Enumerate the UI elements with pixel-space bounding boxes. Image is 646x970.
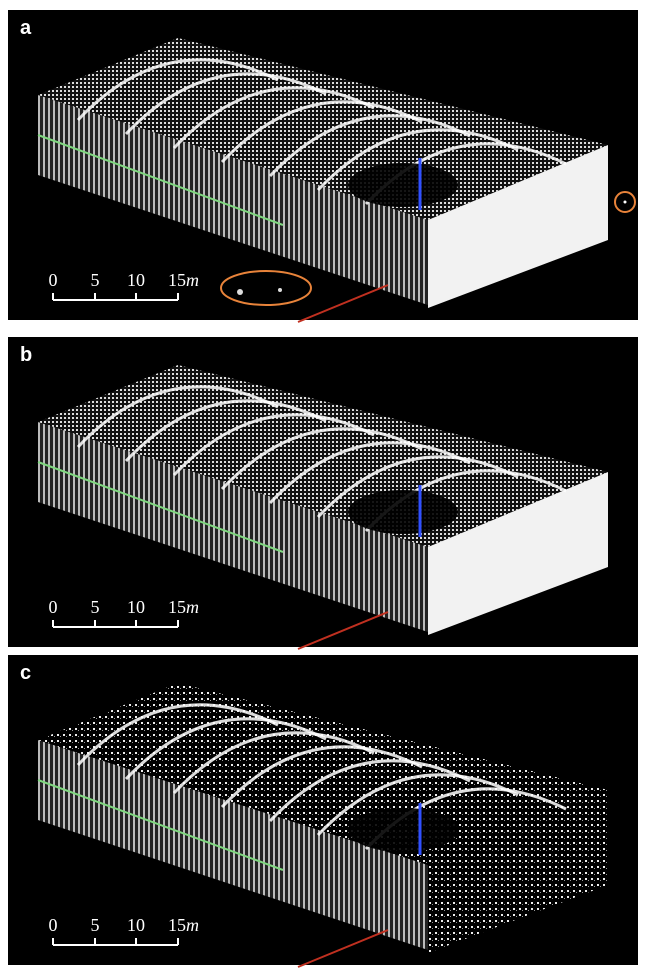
scale-label: 0 [49, 270, 58, 290]
scale-label: 5 [91, 270, 100, 290]
opening [348, 808, 458, 852]
panel: a 0 5 10 15m [8, 10, 638, 322]
panel: b 0 5 10 15m [8, 337, 638, 649]
panel-label: a [20, 17, 32, 39]
scale-label: 5 [91, 915, 100, 935]
scale-label: 15m [168, 270, 199, 290]
scale-label: 15m [168, 915, 199, 935]
scale-label: 0 [49, 597, 58, 617]
scale-label: 10 [127, 915, 145, 935]
panel-label: b [20, 344, 32, 366]
scale-label: 0 [49, 915, 58, 935]
outlier-point [237, 289, 243, 295]
scale-number: 15 [168, 915, 186, 935]
outlier-point [278, 288, 282, 292]
scale-number: 15 [168, 597, 186, 617]
scale-number: 15 [168, 270, 186, 290]
outlier-point [624, 201, 627, 204]
scale-label: 10 [127, 270, 145, 290]
scale-label: 10 [127, 597, 145, 617]
panel: c 0 5 10 15m [8, 655, 638, 967]
scale-label: 5 [91, 597, 100, 617]
panel-label: c [20, 662, 31, 684]
scale-unit: m [186, 270, 199, 290]
opening [348, 163, 458, 207]
figure: a051015mb051015mc051015m [0, 0, 646, 970]
scale-unit: m [186, 915, 199, 935]
scale-label: 15m [168, 597, 199, 617]
opening [348, 490, 458, 534]
scale-unit: m [186, 597, 199, 617]
